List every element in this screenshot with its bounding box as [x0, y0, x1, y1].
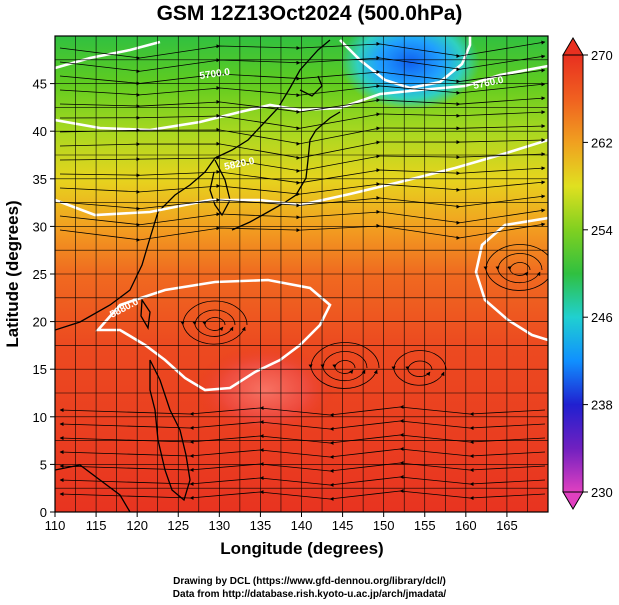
- x-tick-label: 160: [455, 518, 477, 533]
- chart-title: GSM 12Z13Oct2024 (500.0hPa): [156, 2, 463, 25]
- streamline: [59, 418, 546, 431]
- x-axis-ticks: 110 115 120 125 130 135 140 145 150 155 160 165: [45, 512, 518, 533]
- x-tick-label: 115: [86, 518, 107, 533]
- x-tick-label: 165: [496, 518, 518, 533]
- colorbar-tick-label: 238: [591, 398, 613, 413]
- colorbar-ticks: 230 238 246 254 262 270: [583, 48, 613, 500]
- colorbar-tick-label: 262: [591, 135, 613, 150]
- colorbar-tick-label: 254: [591, 223, 613, 238]
- y-tick-label: 35: [33, 172, 47, 187]
- contour-label-5700: 5700.0: [199, 67, 231, 82]
- y-tick-label: 45: [33, 77, 47, 92]
- streamline: [59, 82, 546, 98]
- x-tick-label: 150: [373, 518, 395, 533]
- streamline: [308, 342, 380, 389]
- credit-data: Data from http://database.rish.kyoto-u.a…: [172, 589, 447, 600]
- streamline: [59, 222, 546, 242]
- streamline: [59, 474, 546, 487]
- colorbar-tick-label: 270: [591, 48, 613, 63]
- colorbar-tick-label: 230: [591, 485, 613, 500]
- x-tick-label: 155: [414, 518, 436, 533]
- colorbar-tick-label: 246: [591, 310, 613, 325]
- streamline: [391, 350, 447, 386]
- y-tick-label: 20: [33, 315, 47, 330]
- x-tick-label: 120: [126, 518, 148, 533]
- x-tick-label: 125: [167, 518, 189, 533]
- streamlines: [59, 40, 548, 501]
- streamline: [59, 404, 546, 417]
- streamline: [59, 488, 546, 501]
- streamline: [59, 460, 546, 473]
- map-figure: 5700.0 5760.0 5820.0 5880.0 110 115 120 125…: [3, 35, 613, 558]
- y-tick-label: 40: [33, 124, 47, 139]
- y-tick-label: 15: [33, 362, 47, 377]
- streamline: [59, 446, 546, 459]
- x-tick-label: 130: [208, 518, 230, 533]
- coastline-taiwan: [140, 298, 151, 330]
- colorbar-top-arrow: [562, 37, 584, 56]
- x-tick-label: 110: [45, 518, 66, 533]
- y-tick-label: 30: [33, 219, 47, 234]
- credit-drawing: Drawing by DCL (https://www.gfd-dennou.o…: [173, 576, 446, 587]
- y-tick-label: 25: [33, 267, 47, 282]
- x-tick-label: 145: [332, 518, 354, 533]
- y-axis-ticks: 0 5 10 15 20 25 30 35 40 45: [33, 77, 55, 520]
- y-tick-label: 10: [33, 410, 47, 425]
- streamline: [59, 180, 546, 197]
- colorbar: [562, 54, 584, 493]
- y-axis-label: Latitude (degrees): [3, 200, 22, 347]
- x-tick-label: 135: [250, 518, 272, 533]
- y-tick-label: 0: [40, 505, 47, 520]
- contour-5880: [95, 278, 332, 392]
- grid-lines: [55, 36, 548, 512]
- x-axis-label: Longitude (degrees): [220, 539, 383, 558]
- x-tick-label: 140: [291, 518, 313, 533]
- streamline: [59, 432, 546, 445]
- credits: Drawing by DCL (https://www.gfd-dennou.o…: [0, 575, 619, 601]
- y-tick-label: 5: [40, 457, 47, 472]
- colorbar-bottom-arrow: [562, 491, 584, 510]
